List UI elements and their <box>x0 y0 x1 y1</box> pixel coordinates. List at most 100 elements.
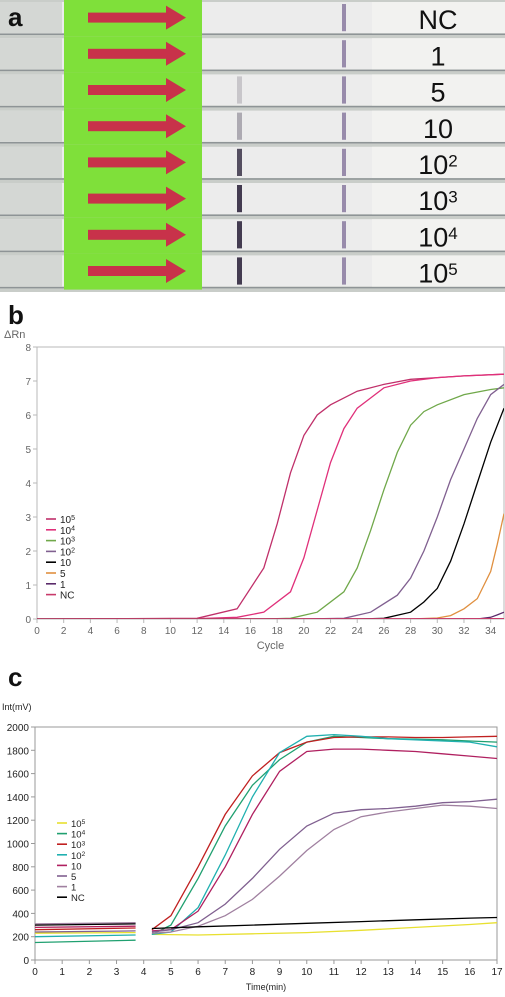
arrow-shaft <box>88 49 166 59</box>
y-axis-label: Int(mV) <box>2 702 32 712</box>
x-tick-label: 12 <box>192 626 204 637</box>
y-tick-label: 0 <box>23 956 29 967</box>
y-tick-label: 2000 <box>7 723 30 734</box>
arrow-shaft <box>88 85 166 95</box>
x-tick-label: 4 <box>141 967 147 978</box>
arrow-shaft <box>88 194 166 204</box>
strip-label: NC <box>419 5 458 35</box>
x-tick-label: 2 <box>61 626 67 637</box>
series-line <box>35 799 497 932</box>
panel-b-label: b <box>8 302 24 328</box>
x-tick-label: 3 <box>114 967 120 978</box>
legend-label: NC <box>60 591 74 602</box>
series-group <box>35 735 497 943</box>
x-tick-label: 6 <box>195 967 201 978</box>
x-tick-label: 11 <box>329 967 340 978</box>
y-tick-label: 1600 <box>7 770 30 781</box>
panel-c-label: c <box>8 664 22 690</box>
control-line <box>342 76 346 103</box>
strip-end <box>0 183 62 214</box>
y-tick-label: 7 <box>25 377 31 388</box>
series-line <box>37 384 504 619</box>
strip-end <box>0 255 62 286</box>
y-tick-label: 400 <box>12 909 29 920</box>
strip-end <box>0 147 62 178</box>
legend-label: 10 <box>71 861 82 872</box>
series-line <box>37 388 504 619</box>
series-line <box>37 374 504 619</box>
y-axis-label: ΔRn <box>4 329 25 341</box>
y-tick-label: 800 <box>12 863 29 874</box>
strip-end <box>0 74 62 105</box>
control-line <box>342 4 346 31</box>
series-line <box>35 736 497 942</box>
series-group <box>37 374 504 619</box>
test-line <box>237 257 242 284</box>
x-tick-label: 7 <box>222 967 228 978</box>
y-tick-label: 1800 <box>7 746 30 757</box>
x-axis-label: Time(min) <box>246 982 286 992</box>
panel-a-label: a <box>8 4 22 30</box>
x-tick-label: 16 <box>245 626 257 637</box>
x-tick-label: 15 <box>437 967 449 978</box>
series-line <box>35 805 497 933</box>
legend-label: NC <box>71 893 85 904</box>
x-tick-label: 22 <box>325 626 337 637</box>
control-line <box>342 185 346 212</box>
strip-label: 5 <box>430 78 445 108</box>
y-tick-label: 1 <box>25 581 31 592</box>
x-tick-label: 34 <box>485 626 497 637</box>
y-tick-label: 1400 <box>7 793 30 804</box>
legend-label: 103 <box>60 536 75 547</box>
test-line <box>237 185 242 212</box>
x-tick-label: 28 <box>405 626 417 637</box>
test-line <box>237 76 242 103</box>
x-tick-label: 16 <box>464 967 476 978</box>
x-tick-label: 8 <box>250 967 256 978</box>
strip-end <box>0 38 62 69</box>
legend-label: 103 <box>71 840 86 851</box>
series-line <box>35 749 497 931</box>
strip-end <box>0 111 62 142</box>
x-tick-label: 10 <box>165 626 177 637</box>
x-tick-label: 0 <box>34 626 40 637</box>
y-tick-label: 3 <box>25 513 31 524</box>
y-tick-label: 2 <box>25 547 31 558</box>
x-tick-label: 9 <box>277 967 283 978</box>
y-tick-label: 200 <box>12 933 29 944</box>
y-tick-label: 600 <box>12 886 29 897</box>
x-tick-label: 4 <box>88 626 94 637</box>
x-tick-label: 13 <box>383 967 395 978</box>
test-line <box>237 221 242 248</box>
legend-label: 1 <box>60 580 66 591</box>
series-line <box>37 408 504 619</box>
arrow-shaft <box>88 230 166 240</box>
control-line <box>342 40 346 67</box>
y-tick-label: 5 <box>25 445 31 456</box>
arrow-shaft <box>88 157 166 167</box>
legend-label: 102 <box>71 851 86 862</box>
x-tick-label: 24 <box>352 626 364 637</box>
arrow-shaft <box>88 121 166 131</box>
x-tick-label: 30 <box>432 626 444 637</box>
control-line <box>342 149 346 176</box>
x-tick-label: 26 <box>378 626 390 637</box>
x-tick-label: 10 <box>301 967 313 978</box>
y-tick-label: 1000 <box>7 840 30 851</box>
plot-frame <box>37 347 504 619</box>
y-tick-label: 1200 <box>7 816 30 827</box>
control-line <box>342 257 346 284</box>
x-tick-label: 17 <box>491 967 503 978</box>
x-tick-label: 32 <box>458 626 470 637</box>
test-line <box>237 149 242 176</box>
legend-label: 104 <box>71 830 86 841</box>
y-tick-label: 6 <box>25 411 31 422</box>
legend-label: 5 <box>60 569 66 580</box>
x-axis-label: Cycle <box>257 640 285 652</box>
